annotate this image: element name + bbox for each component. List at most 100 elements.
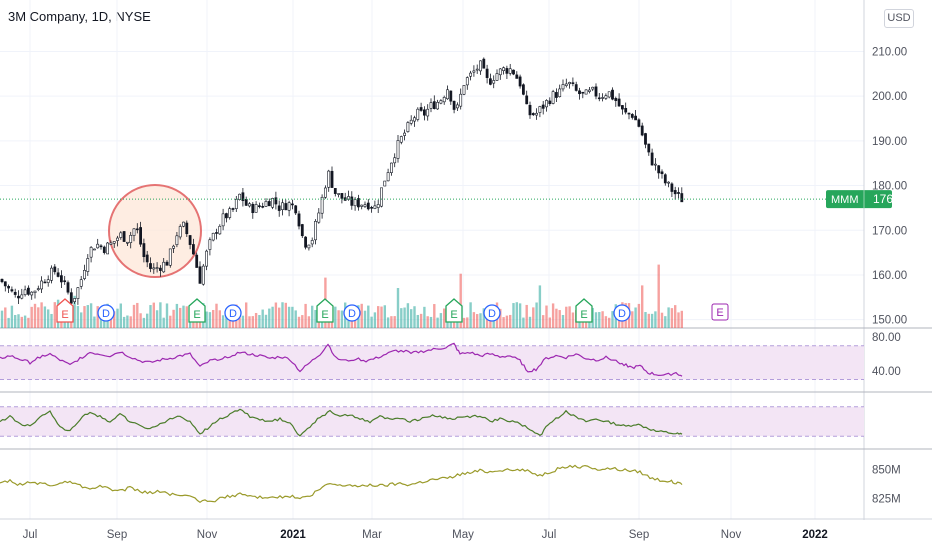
volume-bar bbox=[23, 315, 27, 328]
volume-bar bbox=[558, 310, 561, 328]
earnings-marker-shape bbox=[316, 298, 334, 323]
volume-bar bbox=[657, 264, 660, 328]
volume-bar bbox=[80, 312, 83, 328]
time-tick-label: Nov bbox=[721, 529, 742, 541]
candle-body bbox=[521, 84, 525, 95]
candle-body bbox=[86, 258, 90, 272]
volume-bar bbox=[535, 302, 538, 328]
candle-body bbox=[165, 261, 169, 266]
candle-body bbox=[644, 133, 647, 145]
candle-body bbox=[620, 105, 624, 110]
indicator-tick-label: 80.00 bbox=[872, 332, 901, 344]
volume-bar bbox=[598, 312, 601, 328]
candle-body bbox=[175, 235, 179, 245]
candle-body bbox=[46, 279, 50, 283]
volume-bar bbox=[307, 316, 311, 328]
candle-body bbox=[264, 201, 268, 207]
candle-body bbox=[604, 95, 608, 99]
price-tag-value: 176.96 bbox=[873, 192, 910, 206]
currency-button[interactable]: USD bbox=[884, 9, 914, 28]
price-tick-label: 190.00 bbox=[872, 136, 907, 148]
candle-body bbox=[653, 163, 657, 166]
volume-bar bbox=[423, 306, 426, 328]
candle-body bbox=[663, 174, 667, 184]
candle-body bbox=[69, 292, 73, 304]
volume-bar bbox=[278, 307, 281, 328]
candle-body bbox=[399, 136, 403, 143]
candle-body bbox=[23, 289, 27, 296]
volume-bar bbox=[509, 314, 512, 328]
candle-body bbox=[548, 100, 552, 105]
volume-bar bbox=[532, 307, 535, 328]
candle-body bbox=[465, 77, 469, 86]
dividend-marker-shape bbox=[97, 304, 115, 322]
candle-body bbox=[267, 201, 271, 207]
volume-bar bbox=[604, 316, 608, 328]
volume-bar bbox=[261, 309, 264, 328]
volume-bar bbox=[416, 314, 419, 328]
candle-body bbox=[366, 202, 370, 210]
volume-bar bbox=[271, 306, 274, 328]
candle-body bbox=[363, 204, 367, 207]
candle-body bbox=[17, 295, 20, 299]
candle-body bbox=[26, 287, 30, 295]
candle-body bbox=[498, 68, 502, 76]
volume-bar bbox=[631, 311, 634, 328]
volume-bar bbox=[73, 295, 76, 328]
candle-body bbox=[594, 86, 598, 97]
candle-body bbox=[251, 203, 255, 214]
volume-bar bbox=[245, 302, 248, 328]
earnings-marker: E bbox=[188, 298, 206, 323]
volume-bar bbox=[386, 317, 390, 328]
volume-bar bbox=[136, 302, 139, 328]
volume-bar bbox=[33, 303, 37, 328]
dividend-marker-letter: D bbox=[488, 308, 496, 320]
volume-bar bbox=[340, 310, 344, 328]
volume-bar bbox=[89, 303, 93, 328]
volume-bar bbox=[83, 306, 86, 328]
earnings-marker-letter: E bbox=[716, 307, 723, 319]
price-tick-label: 160.00 bbox=[872, 270, 907, 282]
candle-body bbox=[383, 180, 387, 187]
candle-body bbox=[323, 187, 327, 198]
volume-bar bbox=[650, 313, 654, 328]
volume-bar bbox=[383, 305, 386, 328]
candle-body bbox=[370, 207, 374, 209]
candle-body bbox=[59, 275, 63, 283]
volume-bar bbox=[571, 312, 575, 328]
candle-body bbox=[386, 172, 390, 182]
candle-body bbox=[350, 196, 354, 206]
candle-body bbox=[340, 193, 344, 199]
candle-body bbox=[505, 68, 509, 74]
candle-body bbox=[271, 198, 275, 208]
candle-body bbox=[512, 69, 515, 75]
candle-body bbox=[436, 101, 440, 110]
candle-body bbox=[531, 113, 535, 116]
volume-bar bbox=[611, 311, 614, 328]
candle-body bbox=[152, 267, 156, 270]
volume-bar bbox=[311, 305, 314, 328]
candle-body bbox=[274, 197, 278, 205]
candle-body bbox=[102, 246, 106, 253]
earnings-marker-letter: E bbox=[450, 309, 457, 321]
volume-bar bbox=[274, 302, 278, 328]
volume-bar bbox=[162, 317, 165, 328]
candle-body bbox=[624, 107, 628, 113]
candle-body bbox=[578, 90, 581, 95]
candle-body bbox=[215, 232, 218, 234]
volume-bar bbox=[17, 314, 20, 328]
indicator-line bbox=[0, 464, 683, 504]
volume-bar bbox=[670, 308, 674, 328]
volume-bar bbox=[132, 304, 136, 328]
stoch-rsi-pane bbox=[0, 406, 864, 437]
candle-body bbox=[587, 89, 591, 92]
volume-bar bbox=[466, 317, 469, 328]
indicator-tick-label: 850M bbox=[872, 464, 901, 476]
candle-body bbox=[564, 83, 568, 86]
candle-body bbox=[99, 245, 103, 248]
volume-bar bbox=[152, 302, 155, 328]
candle-body bbox=[314, 221, 317, 241]
dividend-marker-shape bbox=[613, 304, 631, 322]
candle-body bbox=[281, 202, 284, 210]
